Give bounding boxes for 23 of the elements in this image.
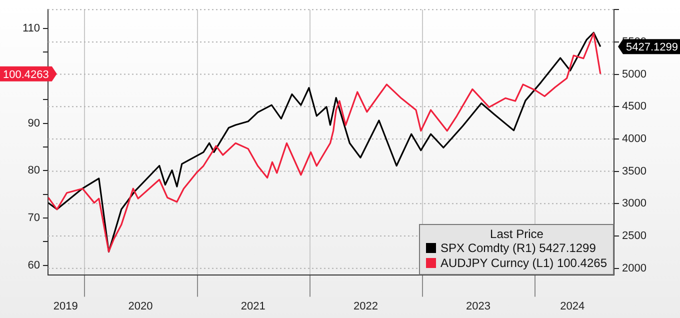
y-tick-label: 90 (28, 117, 40, 130)
y-tick-label: 110 (22, 22, 40, 35)
y2-tick-label: 2500 (622, 230, 646, 242)
y2-tick-label: 5000 (622, 68, 646, 80)
y2-tick-label: 4000 (622, 132, 646, 145)
y2-tick-label: 3000 (622, 198, 646, 210)
x-tick-label: 2022 (353, 300, 378, 312)
y2-tick-label: 4500 (622, 100, 646, 113)
legend-label: SPX Comdty (R1) 5427.1299 (440, 240, 596, 256)
y2-tick-label: 2000 (622, 262, 646, 274)
legend-title: Last Price (489, 226, 544, 241)
y-tick-label: 60 (28, 259, 40, 272)
x-tick-label: 2019 (53, 300, 78, 312)
x-tick-label: 2023 (466, 300, 491, 312)
y-tick-label: 70 (28, 212, 40, 224)
x-tick-label: 2024 (560, 300, 585, 312)
y-tick-label: 80 (28, 164, 40, 177)
y2-tick-label: 3500 (622, 165, 646, 178)
x-tick-label: 2021 (240, 300, 266, 312)
annotation: 100.4263 (3, 68, 49, 81)
text: 5427.1299 (626, 42, 678, 54)
legend-label: AUDJPY Curncy (L1) 100.4265 (440, 256, 607, 271)
x-tick-label: 2020 (128, 300, 153, 312)
